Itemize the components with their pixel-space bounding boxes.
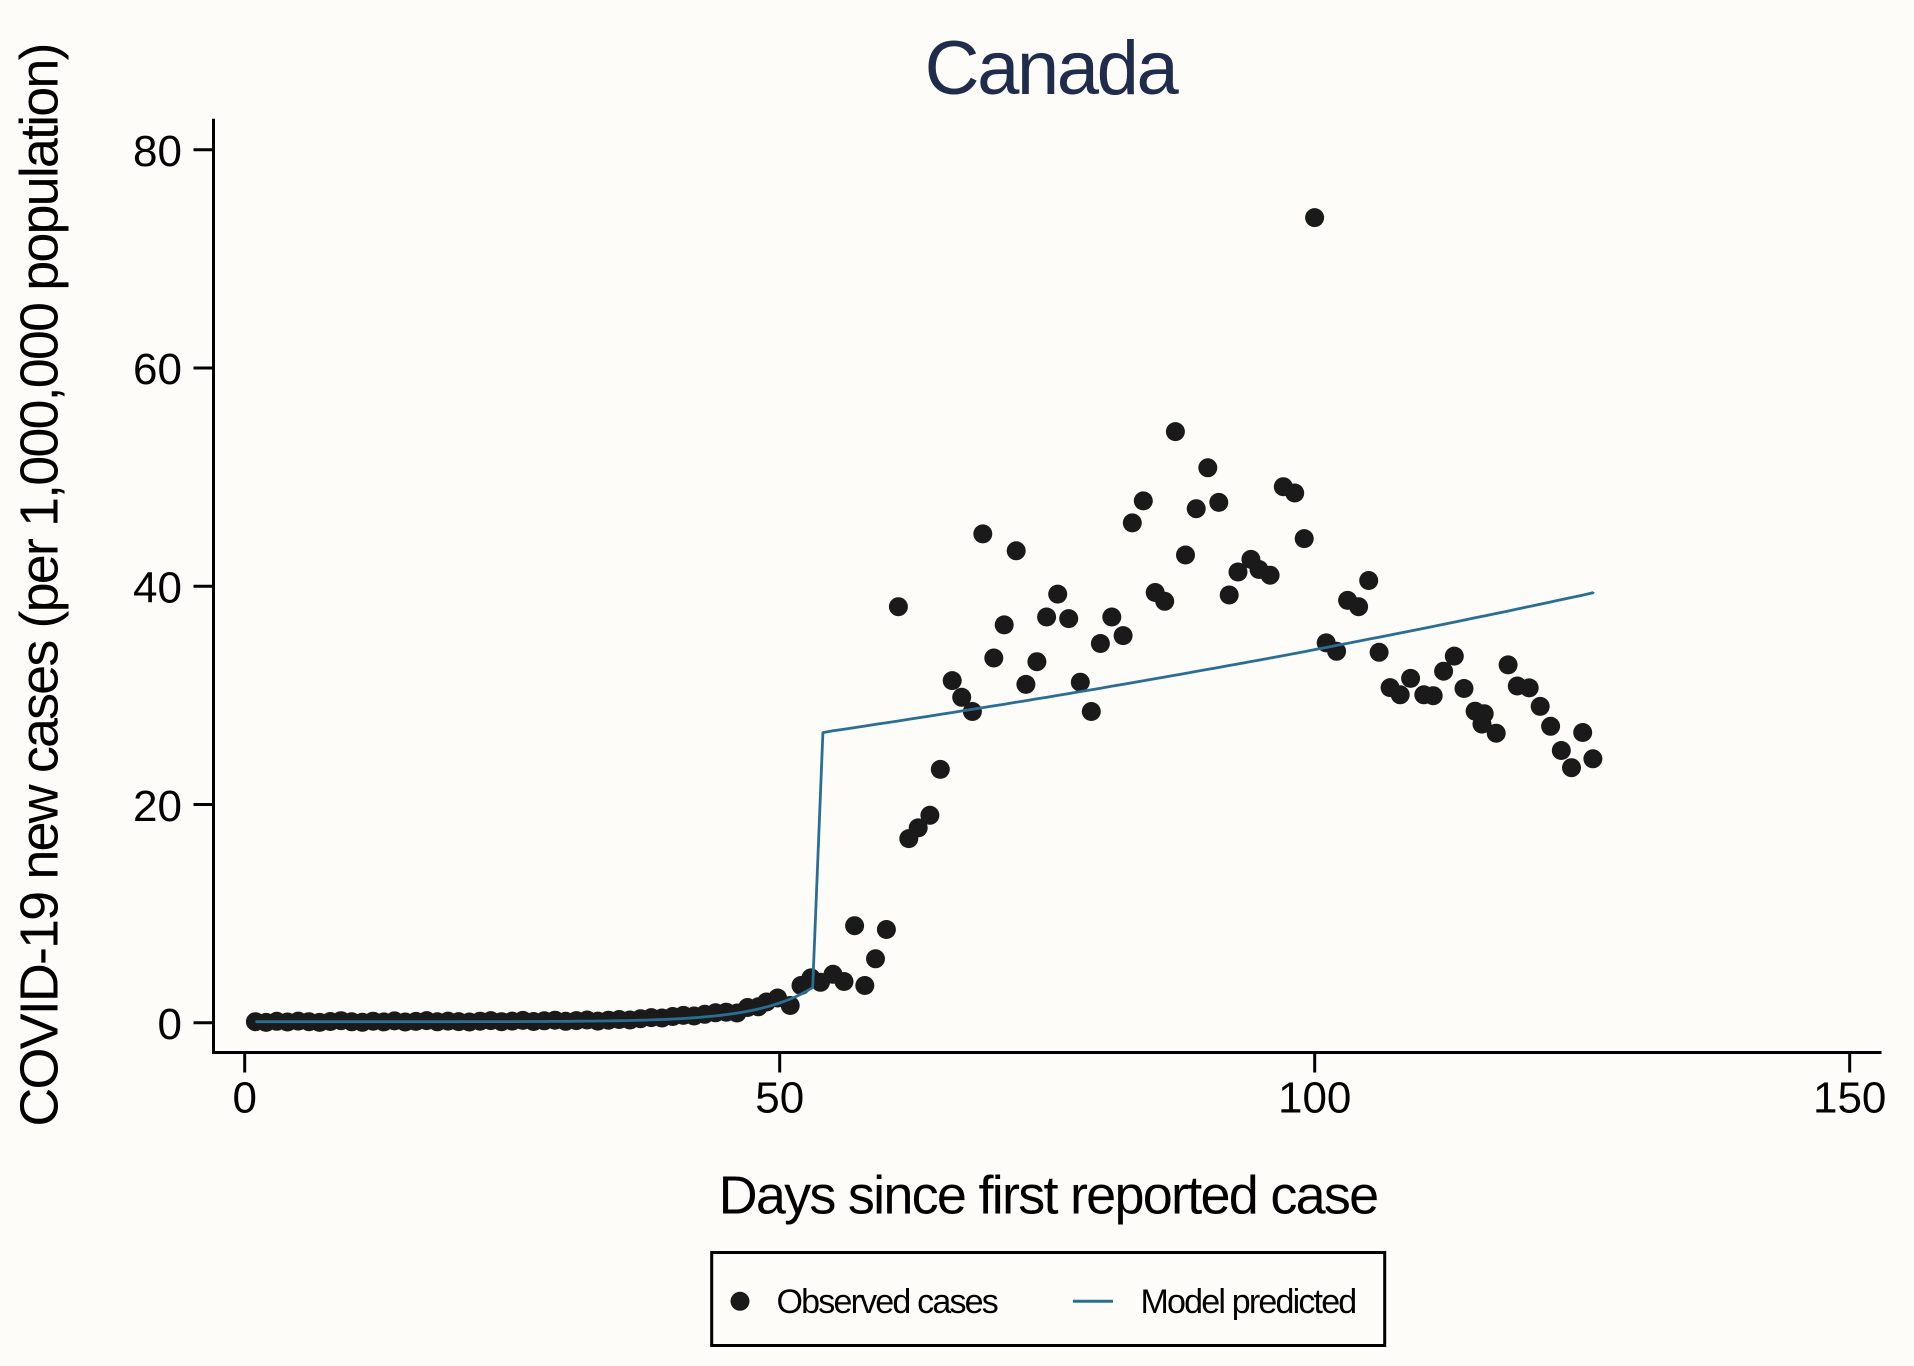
svg-text:Days since first reported case: Days since first reported case	[719, 1165, 1378, 1225]
svg-text:60: 60	[133, 345, 182, 394]
svg-text:COVID-19 new cases (per 1,000,: COVID-19 new cases (per 1,000,000 popula…	[10, 44, 70, 1126]
svg-text:0: 0	[158, 1000, 182, 1049]
svg-text:Observed cases: Observed cases	[777, 1283, 998, 1321]
svg-text:Canada: Canada	[925, 26, 1180, 111]
svg-text:40: 40	[133, 564, 182, 613]
svg-text:80: 80	[133, 127, 182, 176]
svg-text:100: 100	[1278, 1073, 1351, 1122]
svg-text:150: 150	[1813, 1073, 1886, 1122]
svg-text:50: 50	[755, 1073, 804, 1122]
svg-text:20: 20	[133, 782, 182, 831]
svg-text:0: 0	[232, 1073, 256, 1122]
svg-text:Model predicted: Model predicted	[1141, 1283, 1356, 1321]
